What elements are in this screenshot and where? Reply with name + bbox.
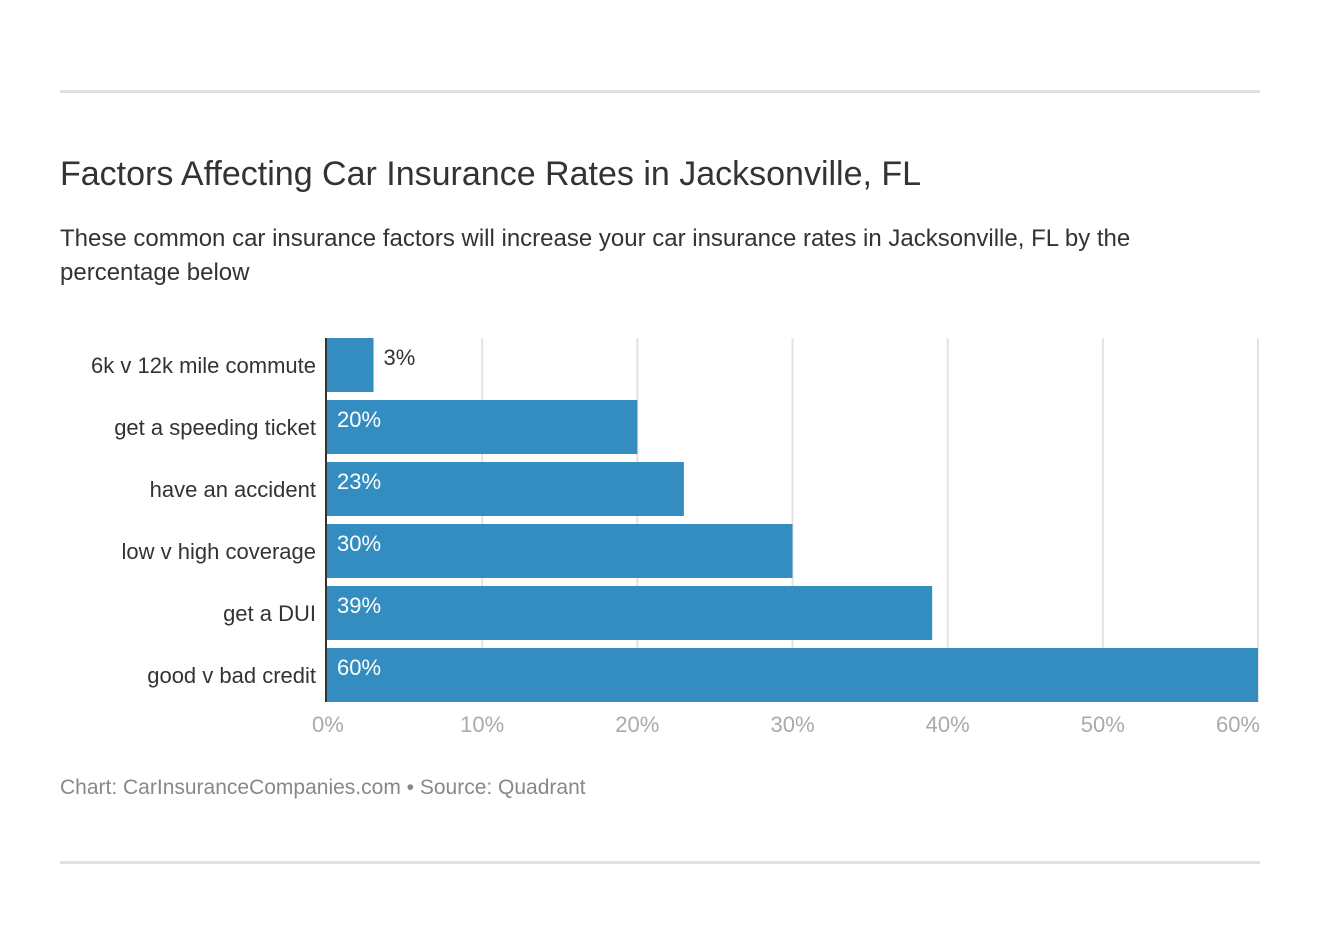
x-tick-label: 10% [460, 712, 504, 737]
x-tick-label: 50% [1081, 712, 1125, 737]
x-tick-label: 40% [926, 712, 970, 737]
chart-footer: Chart: CarInsuranceCompanies.com • Sourc… [60, 776, 586, 799]
category-label: get a DUI [223, 601, 316, 626]
data-label: 3% [384, 345, 416, 370]
x-tick-label: 30% [770, 712, 814, 737]
bar [327, 648, 1258, 702]
x-tick-label: 20% [615, 712, 659, 737]
data-label: 23% [337, 469, 381, 494]
bar [327, 586, 933, 640]
data-label: 39% [337, 593, 381, 618]
bar [327, 462, 684, 516]
category-label: good v bad credit [147, 663, 316, 688]
bar [327, 524, 793, 578]
bar [327, 400, 638, 454]
data-label: 60% [337, 655, 381, 680]
bottom-divider [60, 861, 1260, 864]
data-label: 20% [337, 407, 381, 432]
data-label: 30% [337, 531, 381, 556]
chart-subtitle: These common car insurance factors will … [60, 225, 1131, 286]
category-label: have an accident [150, 477, 316, 502]
chart-title: Factors Affecting Car Insurance Rates in… [60, 155, 922, 193]
category-label: 6k v 12k mile commute [91, 353, 316, 378]
bar [327, 338, 374, 392]
category-label: low v high coverage [122, 539, 316, 564]
top-divider [60, 90, 1260, 93]
category-label: get a speeding ticket [114, 415, 316, 440]
x-tick-label: 60% [1216, 712, 1260, 737]
x-tick-label: 0% [312, 712, 344, 737]
